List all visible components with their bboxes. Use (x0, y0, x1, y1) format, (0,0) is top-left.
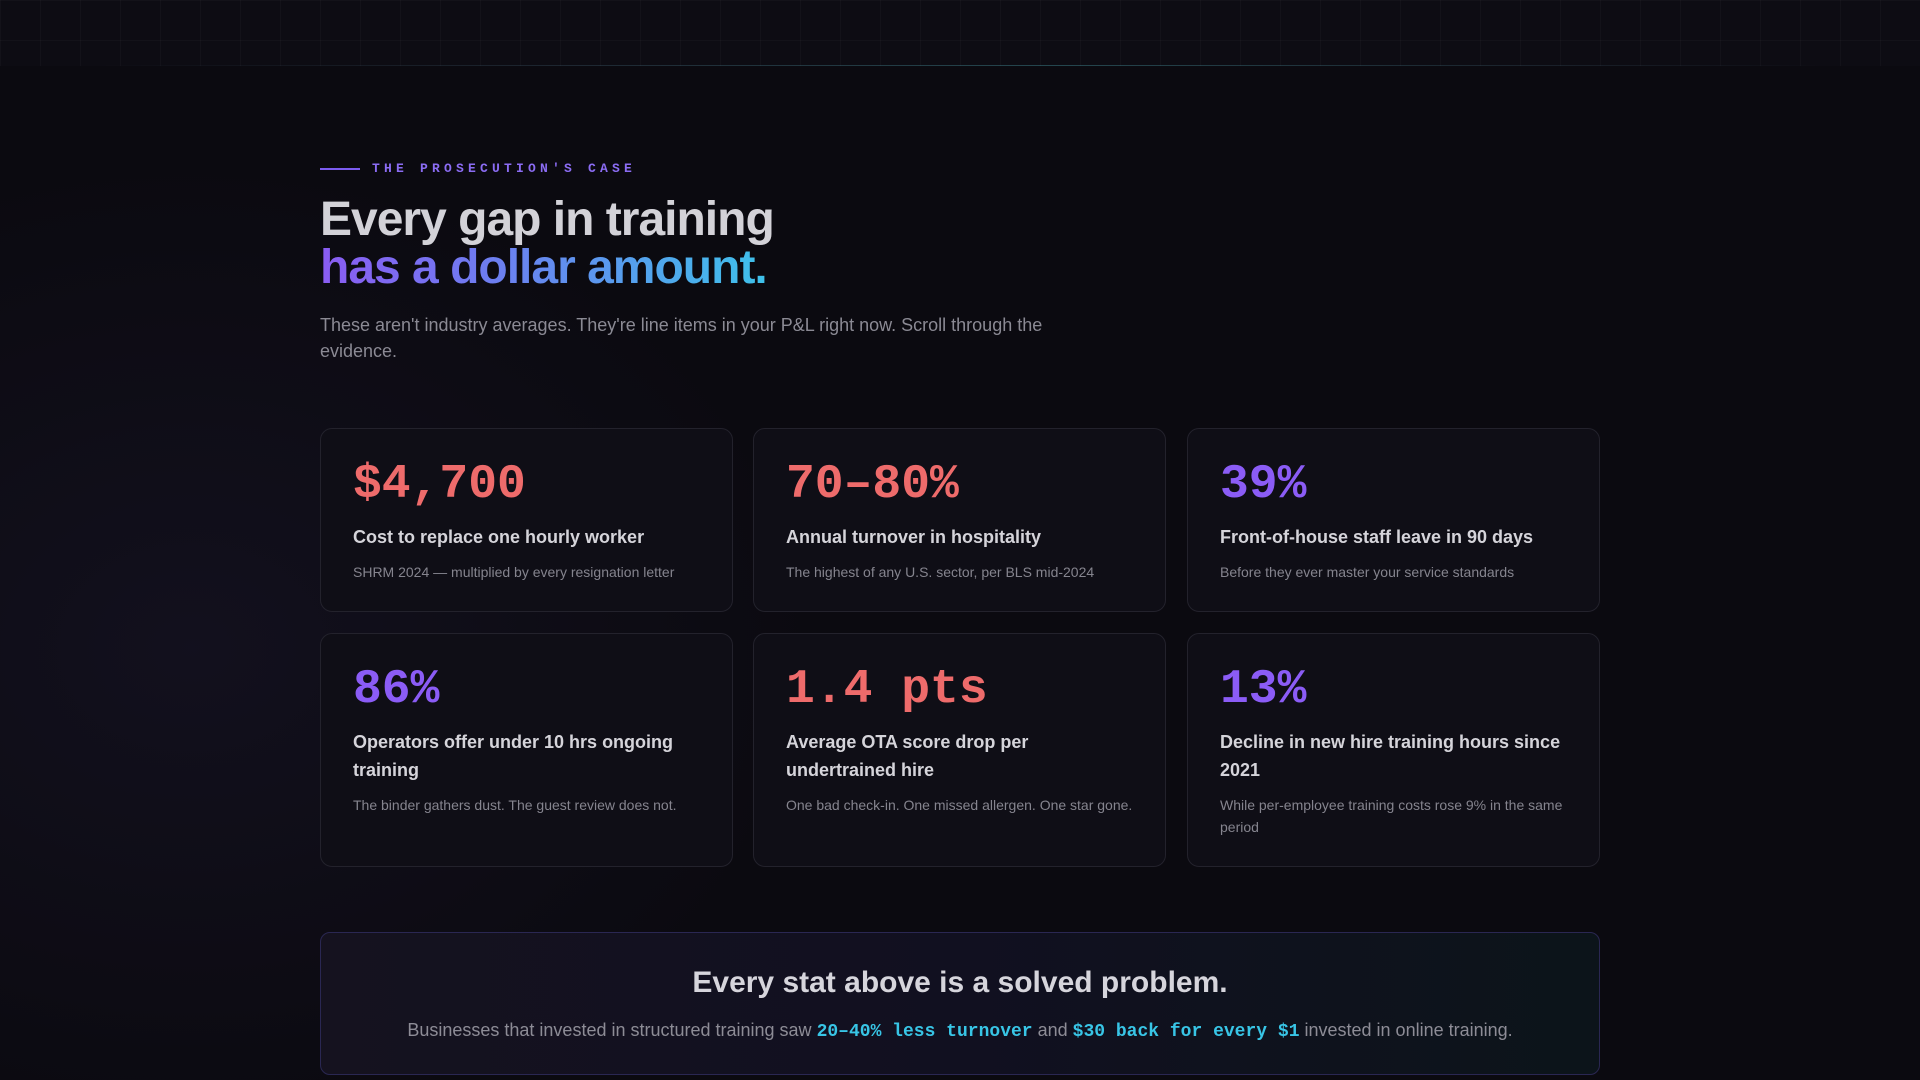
stat-value: 70–80% (786, 458, 959, 512)
stat-title: Operators offer under 10 hrs ongoing tra… (353, 732, 674, 780)
stat-card-foh-attrition: 39% Front-of-house staff leave in 90 day… (1187, 428, 1600, 612)
headline-line-1: Every gap in training (320, 193, 775, 246)
stat-card-replacement-cost: $4,700 Cost to replace one hourly worker… (320, 428, 733, 612)
header-band (0, 0, 1920, 66)
stat-value: 86% (353, 663, 440, 717)
stat-note: SHRM 2024 — multiplied by every resignat… (353, 564, 675, 580)
headline-line-2: has a dollar amount. (320, 241, 768, 294)
header-divider (0, 65, 1920, 66)
stat-card-turnover: 70–80% Annual turnover in hospitality Th… (753, 428, 1166, 612)
subheading: These aren't industry averages. They're … (320, 315, 1043, 361)
callout-text-mid: and (1032, 1020, 1073, 1040)
callout-highlight-turnover: 20–40% less turnover (816, 1022, 1033, 1042)
callout-text-post: invested in online training. (1299, 1020, 1513, 1040)
stat-note: Before they ever master your service sta… (1220, 564, 1515, 580)
stat-value: 39% (1220, 458, 1307, 512)
eyebrow-label: THE PROSECUTION'S CASE (372, 161, 637, 176)
stat-title: Annual turnover in hospitality (786, 527, 1042, 547)
stat-value: 13% (1220, 663, 1307, 717)
stat-note: One bad check-in. One missed allergen. O… (786, 797, 1133, 813)
eyebrow-rule (320, 167, 360, 170)
stat-value: 1.4 pts (786, 663, 988, 717)
callout-title: Every stat above is a solved problem. (692, 966, 1228, 999)
stat-note: While per-employee training costs rose 9… (1220, 797, 1563, 835)
stat-title: Front-of-house staff leave in 90 days (1220, 527, 1534, 547)
stat-card-training-hours: 13% Decline in new hire training hours s… (1187, 633, 1600, 867)
stat-card-ongoing-training: 86% Operators offer under 10 hrs ongoing… (320, 633, 733, 867)
stat-title: Average OTA score drop per undertrained … (786, 732, 1029, 780)
stat-title: Decline in new hire training hours since… (1220, 732, 1561, 780)
callout-body: Businesses that invested in structured t… (321, 1017, 1599, 1045)
page-title: Every gap in training has a dollar amoun… (320, 193, 775, 294)
eyebrow: THE PROSECUTION'S CASE (320, 161, 636, 176)
stat-note: The highest of any U.S. sector, per BLS … (786, 564, 1095, 580)
solution-callout: Every stat above is a solved problem. Bu… (320, 932, 1600, 1075)
stat-note: The binder gathers dust. The guest revie… (353, 797, 677, 813)
stat-value: $4,700 (353, 458, 526, 512)
stat-title: Cost to replace one hourly worker (353, 527, 645, 547)
callout-highlight-roi: $30 back for every $1 (1072, 1022, 1300, 1042)
callout-text-pre: Businesses that invested in structured t… (407, 1020, 817, 1040)
stat-card-ota-score: 1.4 pts Average OTA score drop per under… (753, 633, 1166, 867)
